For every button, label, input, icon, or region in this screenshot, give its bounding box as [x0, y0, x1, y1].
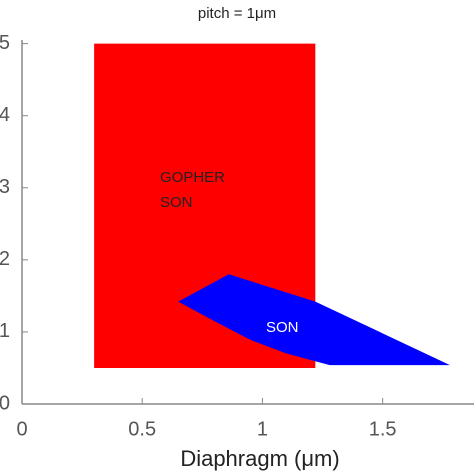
region-label: SON — [266, 319, 299, 336]
region-label-box: GOPHER SON — [160, 169, 226, 211]
region-label: GOPHER SON — [160, 169, 226, 211]
x-tick-label: 1.5 — [369, 418, 397, 440]
x-axis-label: Diaphragm (μm) — [180, 446, 339, 471]
y-tick-label: 2 — [0, 248, 10, 270]
x-tick-label: 0.5 — [128, 418, 156, 440]
x-tick-label: 0 — [16, 418, 27, 440]
region-label-box: SON — [266, 319, 299, 336]
chart-title: pitch = 1μm — [198, 5, 276, 22]
y-tick-label: 3 — [0, 176, 10, 198]
y-tick-label: 1 — [0, 320, 10, 342]
y-tick-label: 5 — [0, 32, 10, 54]
x-tick-label: 1 — [257, 418, 268, 440]
y-tick-label: 0 — [0, 392, 10, 414]
y-tick-label: 4 — [0, 104, 10, 126]
region — [178, 274, 450, 366]
